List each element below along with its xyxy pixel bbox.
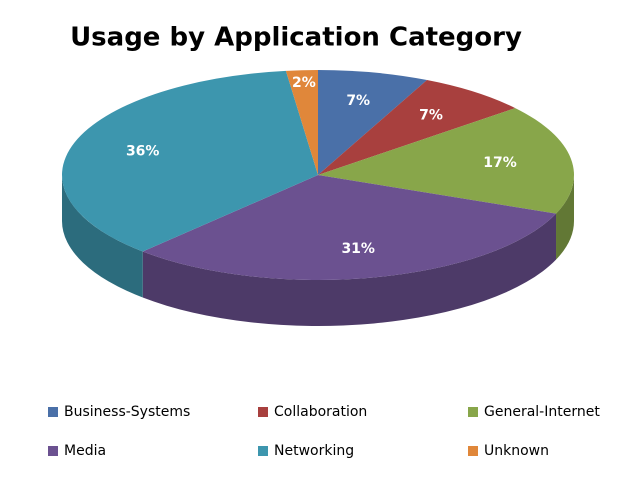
legend-label: Media [64,443,106,459]
value-label: 7% [346,93,370,109]
slice-side [142,213,557,326]
legend-swatch [468,446,478,456]
legend-swatch [48,407,58,417]
value-label: 36% [126,144,160,160]
slice [318,79,516,175]
slice [318,108,574,214]
value-label: 17% [483,155,517,171]
slice-side [556,175,574,260]
legend-swatch [258,446,268,456]
legend-label: Business-Systems [64,404,190,420]
slice-side [62,175,143,298]
slice [142,175,557,280]
slice [61,70,319,252]
legend-swatch [48,446,58,456]
legend-swatch [258,407,268,417]
legend-label: Collaboration [274,404,367,420]
legend-swatch [468,407,478,417]
value-label: 7% [419,107,443,123]
slice [285,70,318,175]
legend-label: General-Internet [484,404,600,420]
value-label: 31% [341,241,375,257]
chart-title: Usage by Application Category [70,23,522,53]
legend-label: Networking [274,443,354,459]
slice [318,70,427,175]
value-label: 2% [292,75,316,91]
legend-label: Unknown [484,443,549,459]
